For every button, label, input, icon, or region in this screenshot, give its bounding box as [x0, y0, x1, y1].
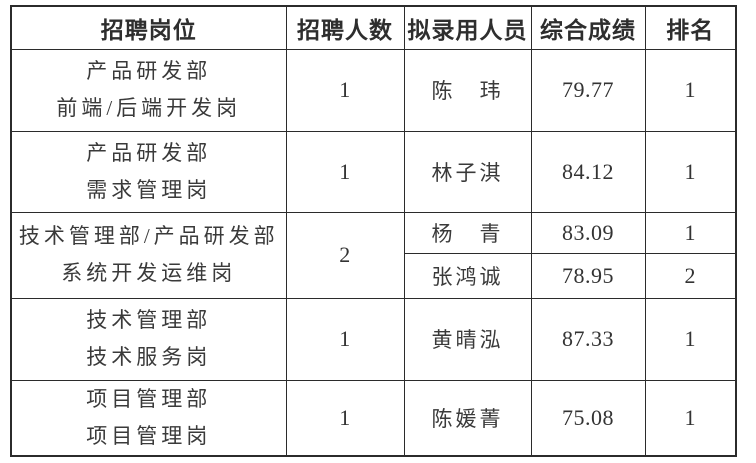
cell-score: 84.12 — [530, 130, 646, 213]
cell-rank: 1 — [644, 211, 737, 254]
cell-position: 技术管理部/产品研发部 系统开发运维岗 — [10, 211, 287, 299]
cell-headcount: 1 — [285, 297, 405, 381]
cell-headcount: 1 — [285, 48, 405, 132]
cell-rank: 1 — [644, 130, 737, 213]
column-header-score: 综合成绩 — [530, 5, 646, 50]
cell-rank: 1 — [644, 48, 737, 132]
cell-headcount: 2 — [285, 211, 405, 299]
cell-position: 产品研发部 需求管理岗 — [10, 130, 287, 213]
cell-score: 75.08 — [530, 379, 646, 457]
cell-candidate-name: 杨 青 — [403, 211, 532, 254]
position-line1: 产品研发部 — [86, 59, 212, 83]
column-header-headcount: 招聘人数 — [285, 5, 405, 50]
cell-candidate-name: 张鸿诚 — [403, 252, 532, 299]
cell-position: 项目管理部 项目管理岗 — [10, 379, 287, 457]
column-header-candidate: 拟录用人员 — [403, 5, 532, 50]
column-header-position: 招聘岗位 — [10, 5, 287, 50]
position-line1: 项目管理部 — [86, 386, 212, 411]
position-line2: 项目管理岗 — [86, 423, 212, 448]
position-line1: 技术管理部 — [86, 308, 212, 332]
cell-headcount: 1 — [285, 379, 405, 457]
cell-score: 83.09 — [530, 211, 646, 254]
cell-candidate-name: 陈 玮 — [403, 48, 532, 132]
cell-score: 87.33 — [530, 297, 646, 381]
table-row: 产品研发部 前端/后端开发岗 1 陈 玮 79.77 1 — [10, 48, 737, 132]
table-row: 技术管理部 技术服务岗 1 黄晴泓 87.33 1 — [10, 297, 737, 381]
position-line1: 产品研发部 — [86, 140, 212, 165]
position-line1: 技术管理部/产品研发部 — [18, 224, 279, 248]
position-line2: 系统开发运维岗 — [61, 261, 237, 285]
cell-candidate-name: 林子淇 — [403, 130, 532, 213]
table-row: 项目管理部 项目管理岗 1 陈媛菁 75.08 1 — [10, 379, 737, 457]
position-line2: 技术服务岗 — [86, 345, 212, 369]
cell-score: 79.77 — [530, 48, 646, 132]
cell-candidate-name: 陈媛菁 — [403, 379, 532, 457]
table-row: 产品研发部 需求管理岗 1 林子淇 84.12 1 — [10, 130, 737, 213]
cell-rank: 2 — [644, 252, 737, 299]
table-row: 张鸿诚 78.95 2 — [11, 252, 737, 299]
header-row: 招聘岗位 招聘人数 拟录用人员 综合成绩 排名 — [10, 5, 737, 50]
column-header-rank: 排名 — [644, 5, 737, 50]
cell-headcount: 1 — [285, 130, 405, 213]
cell-rank: 1 — [644, 297, 737, 381]
cell-position: 产品研发部 前端/后端开发岗 — [10, 48, 287, 132]
cell-rank: 1 — [644, 379, 737, 457]
position-line2: 前端/后端开发岗 — [56, 96, 242, 120]
cell-score: 78.95 — [530, 252, 646, 299]
recruitment-results-table: 招聘岗位 招聘人数 拟录用人员 综合成绩 排名 产品研发部 前端/后端开发岗 1… — [10, 5, 737, 457]
cell-candidate-name: 黄晴泓 — [403, 297, 532, 381]
position-line2: 需求管理岗 — [86, 177, 212, 202]
table-row: 技术管理部/产品研发部 系统开发运维岗 2 杨 青 83.09 1 — [10, 211, 737, 299]
cell-position: 技术管理部 技术服务岗 — [10, 297, 287, 381]
